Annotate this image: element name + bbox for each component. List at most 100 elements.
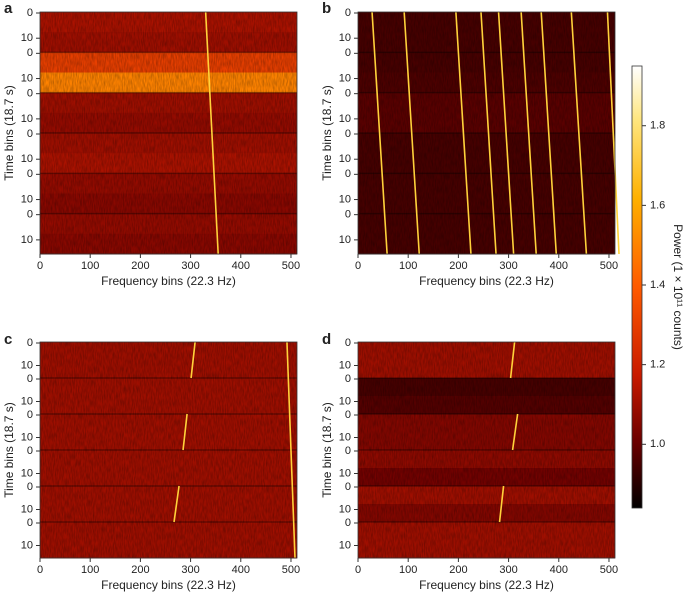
signal-track — [509, 341, 516, 379]
colorbar-tick-label: 1.8 — [650, 120, 665, 132]
x-tick-label: 100 — [81, 564, 99, 576]
y-tick-label: 0 — [27, 409, 33, 421]
y-tick-label: 0 — [27, 209, 33, 221]
x-tick-label: 200 — [131, 260, 149, 272]
panel-label: a — [4, 0, 13, 17]
x-tick-label: 400 — [550, 260, 568, 272]
texture — [40, 342, 297, 558]
y-tick-label: 10 — [339, 539, 351, 551]
texture — [40, 12, 297, 254]
y-tick-label: 0 — [345, 409, 351, 421]
y-tick-label: 10 — [21, 72, 33, 84]
y-tick-label: 10 — [21, 32, 33, 44]
y-tick-label: 10 — [339, 359, 351, 371]
x-tick-label: 200 — [449, 564, 467, 576]
colorbar-tick-label: 1.2 — [650, 359, 665, 371]
y-tick-label: 10 — [21, 153, 33, 165]
signal-track — [498, 485, 505, 523]
y-tick-label: 10 — [339, 467, 351, 479]
y-tick-label: 10 — [339, 431, 351, 443]
y-tick-label: 10 — [21, 467, 33, 479]
colorbar-tick-label: 1.0 — [650, 438, 665, 450]
x-tick-label: 500 — [282, 260, 300, 272]
signal-track — [520, 11, 537, 255]
y-tick-label: 0 — [345, 209, 351, 221]
signal-track — [403, 11, 421, 255]
y-tick-label: 0 — [345, 7, 351, 19]
y-tick-label: 0 — [345, 88, 351, 100]
y-tick-label: 0 — [345, 445, 351, 457]
x-tick-label: 0 — [37, 260, 43, 272]
plot-frame — [39, 341, 298, 559]
y-tick-label: 10 — [339, 113, 351, 125]
colorbar-label: Power (1 × 10¹¹ counts) — [671, 224, 685, 350]
x-tick-label: 0 — [355, 564, 361, 576]
y-tick-label: 0 — [345, 373, 351, 385]
x-tick-label: 100 — [399, 260, 417, 272]
x-axis-label: Frequency bins (22.3 Hz) — [101, 578, 236, 592]
signal-track — [540, 11, 558, 255]
x-tick-label: 400 — [550, 564, 568, 576]
signal-track — [204, 11, 219, 255]
x-tick-label: 0 — [355, 260, 361, 272]
y-tick-label: 10 — [21, 234, 33, 246]
y-tick-label: 0 — [345, 481, 351, 493]
x-tick-label: 300 — [181, 564, 199, 576]
panel-label: d — [322, 331, 331, 348]
x-axis-label: Frequency bins (22.3 Hz) — [101, 274, 236, 288]
y-tick-label: 0 — [345, 168, 351, 180]
y-tick-label: 0 — [27, 481, 33, 493]
signal-track — [606, 11, 620, 255]
panel-label: b — [322, 0, 331, 17]
y-tick-label: 0 — [27, 128, 33, 140]
x-tick-label: 300 — [499, 564, 517, 576]
x-tick-label: 500 — [282, 564, 300, 576]
y-tick-label: 0 — [27, 517, 33, 529]
panel: 0 100 200 300 400 500010010010010010010Freque… — [320, 331, 618, 592]
signal-track — [480, 11, 497, 255]
y-tick-label: 0 — [345, 47, 351, 59]
y-tick-label: 0 — [27, 373, 33, 385]
y-tick-label: 10 — [21, 503, 33, 515]
panel: 0 100 200 300 400 500010010010010010010Freque… — [2, 331, 300, 592]
y-axis-label: Time bins (18.7 s) — [2, 85, 16, 181]
plot-frame — [357, 11, 616, 255]
texture — [358, 342, 615, 558]
signal-track — [182, 413, 188, 451]
y-tick-label: 0 — [27, 337, 33, 349]
panel: 0 100 200 300 400 500010010010010010010Freque… — [320, 0, 620, 288]
y-tick-label: 0 — [345, 128, 351, 140]
y-tick-label: 10 — [339, 153, 351, 165]
x-tick-label: 300 — [499, 260, 517, 272]
y-tick-label: 10 — [339, 32, 351, 44]
y-axis-label: Time bins (18.7 s) — [2, 402, 16, 498]
signal-track — [173, 485, 180, 523]
x-tick-label: 500 — [600, 260, 618, 272]
signal-track — [511, 413, 519, 451]
plot-frame — [357, 341, 616, 559]
y-tick-label: 10 — [339, 193, 351, 205]
y-tick-label: 10 — [339, 503, 351, 515]
y-axis-label: Time bins (18.7 s) — [320, 85, 334, 181]
signal-track — [190, 341, 196, 379]
y-tick-label: 0 — [27, 47, 33, 59]
y-tick-label: 10 — [21, 113, 33, 125]
y-tick-label: 10 — [21, 539, 33, 551]
panel-label: c — [4, 331, 12, 348]
colorbar-tick-label: 1.6 — [650, 199, 665, 211]
y-tick-label: 10 — [21, 359, 33, 371]
signal-track — [455, 11, 472, 255]
signal-track — [371, 11, 388, 255]
y-tick-label: 0 — [27, 445, 33, 457]
y-tick-label: 10 — [339, 72, 351, 84]
x-tick-label: 200 — [131, 564, 149, 576]
signal-track — [570, 11, 588, 255]
x-axis-label: Frequency bins (22.3 Hz) — [419, 578, 554, 592]
y-tick-label: 10 — [339, 395, 351, 407]
x-tick-label: 300 — [181, 260, 199, 272]
plot-frame — [39, 11, 298, 255]
y-axis-label: Time bins (18.7 s) — [320, 402, 334, 498]
y-tick-label: 0 — [345, 337, 351, 349]
y-tick-label: 0 — [345, 517, 351, 529]
